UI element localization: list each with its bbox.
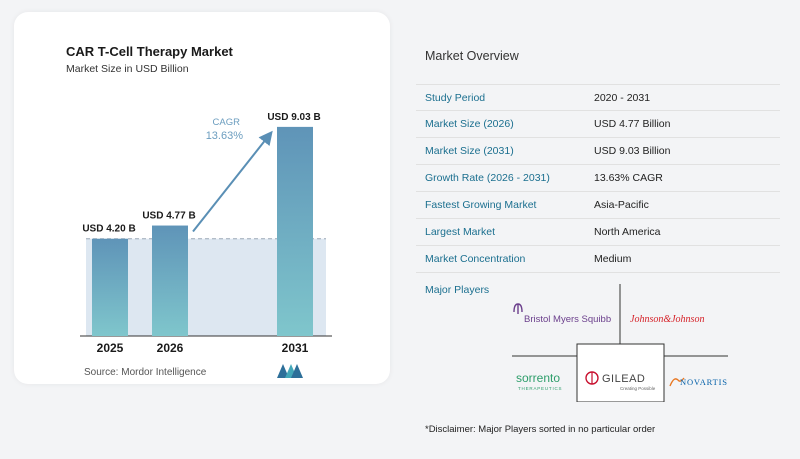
overview-row-value: Asia-Pacific [594, 199, 649, 211]
overview-row-value: North America [594, 226, 661, 238]
major-players-title: Major Players [425, 284, 490, 296]
johnson-and-johnson-logo: Johnson&Johnson [630, 314, 704, 325]
overview-row: Market Size (2031) USD 9.03 Billion [416, 138, 780, 165]
overview-row: Fastest Growing Market Asia-Pacific [416, 192, 780, 219]
overview-row-label: Fastest Growing Market [425, 199, 537, 211]
mordor-intelligence-logo [277, 364, 303, 378]
novartis-logo-text: NOVARTIS [680, 377, 728, 387]
tick-label-2026: 2026 [157, 341, 184, 355]
bristol-myers-squibb-logo: Bristol Myers Squibb [513, 303, 611, 325]
bar-2025 [92, 238, 128, 336]
overview-row-label: Study Period [425, 92, 486, 104]
chart-subtitle: Market Size in USD Billion [66, 63, 189, 75]
overview-row-label: Market Concentration [425, 253, 526, 265]
overview-row: Study Period 2020 - 2031 [416, 84, 780, 111]
overview-row: Growth Rate (2026 - 2031) 13.63% CAGR [416, 165, 780, 192]
disclaimer: *Disclaimer: Major Players sorted in no … [425, 424, 656, 435]
overview-row-value: USD 4.77 Billion [594, 118, 671, 130]
data-label-2025: USD 4.20 B [82, 224, 135, 235]
market-overview-table: Study Period 2020 - 2031 Market Size (2026… [416, 84, 780, 273]
overview-row-value: 2020 - 2031 [594, 92, 651, 104]
tick-label-2031: 2031 [282, 341, 309, 355]
overview-row-label: Market Size (2026) [425, 118, 514, 130]
bar-chart: USD 4.20 B 2025 USD 4.77 B 2026 USD 9.03 B 20… [80, 112, 332, 355]
overview-row-value: 13.63% CAGR [594, 172, 663, 184]
tick-label-2025: 2025 [97, 341, 124, 355]
sorrento-logo-text: sorrento [516, 371, 560, 385]
gilead-logo-text: GILEAD [602, 373, 645, 385]
cagr-label: CAGR [213, 117, 241, 128]
overview-row: Largest Market North America [416, 219, 780, 246]
major-players-grid: Bristol Myers Squibb Johnson&Johnson sorre… [500, 284, 728, 402]
novartis-logo: NOVARTIS [669, 377, 728, 387]
bar-2031 [277, 126, 313, 336]
overview-row: Market Size (2026) USD 4.77 Billion [416, 111, 780, 138]
overview-row-value: USD 9.03 Billion [594, 145, 671, 157]
data-label-2031: USD 9.03 B [267, 112, 320, 123]
overview-row: Market Concentration Medium [416, 246, 780, 273]
chart-title: CAR T-Cell Therapy Market [66, 44, 233, 59]
cagr-value: 13.63% [206, 130, 244, 142]
sorrento-logo-subtext: THERAPEUTICS [518, 386, 562, 391]
overview-row-label: Market Size (2031) [425, 145, 514, 157]
market-overview-title: Market Overview [425, 49, 519, 63]
data-label-2026: USD 4.77 B [142, 211, 195, 222]
bar-2026 [152, 225, 188, 336]
bms-logo-text: Bristol Myers Squibb [524, 314, 611, 325]
overview-row-value: Medium [594, 253, 632, 265]
cagr-arrow [192, 130, 273, 233]
gilead-logo-subtext: Creating Possible [620, 386, 656, 391]
overview-row-label: Largest Market [425, 226, 496, 238]
chart-source: Source: Mordor Intelligence [84, 367, 207, 378]
overview-row-label: Growth Rate (2026 - 2031) [425, 172, 550, 184]
